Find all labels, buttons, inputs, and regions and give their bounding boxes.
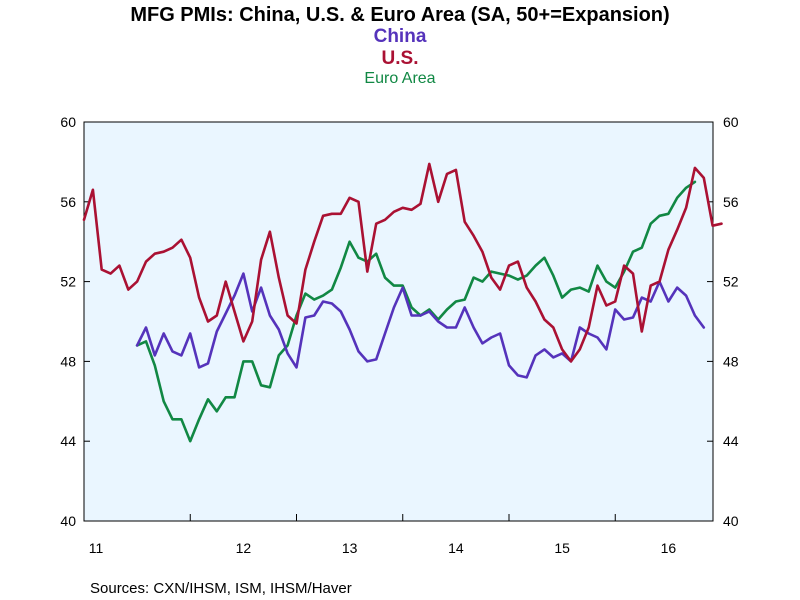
sources-note: Sources: CXN/IHSM, ISM, IHSM/Haver	[90, 580, 352, 597]
y-tick-label-left: 52	[60, 274, 76, 290]
y-tick-label-left: 40	[60, 513, 76, 529]
plot-area	[83, 121, 714, 522]
y-tick-label-left: 56	[60, 194, 76, 210]
legend-euro-area: Euro Area	[364, 70, 435, 87]
legend-china: China	[374, 26, 427, 47]
y-tick-label-left: 60	[60, 114, 76, 130]
y-tick-label-right: 60	[723, 114, 739, 130]
x-tick-label: 13	[342, 540, 358, 556]
axes-layer: 40 40 44 44 48 48 52 52 56 56 60 60 11 12 13 14 15 16	[60, 114, 738, 556]
y-tick-label-right: 48	[723, 353, 739, 369]
x-tick-label: 12	[236, 540, 252, 556]
series-line-u-s	[82, 162, 723, 363]
legend-us: U.S.	[382, 48, 419, 69]
y-tick-label-right: 40	[723, 513, 739, 529]
x-tick-label: 14	[448, 540, 464, 556]
y-tick-label-right: 44	[723, 433, 739, 449]
y-tick-label-left: 48	[60, 353, 76, 369]
x-tick-label: 11	[89, 540, 104, 556]
y-tick-label-right: 52	[723, 274, 739, 290]
y-tick-label-left: 44	[60, 433, 76, 449]
series-layer	[82, 162, 723, 443]
chart-title: MFG PMIs: China, U.S. & Euro Area (SA, 5…	[130, 4, 669, 26]
series-line-euro-area	[135, 180, 697, 443]
y-tick-label-right: 56	[723, 194, 739, 210]
x-tick-label: 15	[554, 540, 570, 556]
x-tick-label: 16	[661, 540, 677, 556]
